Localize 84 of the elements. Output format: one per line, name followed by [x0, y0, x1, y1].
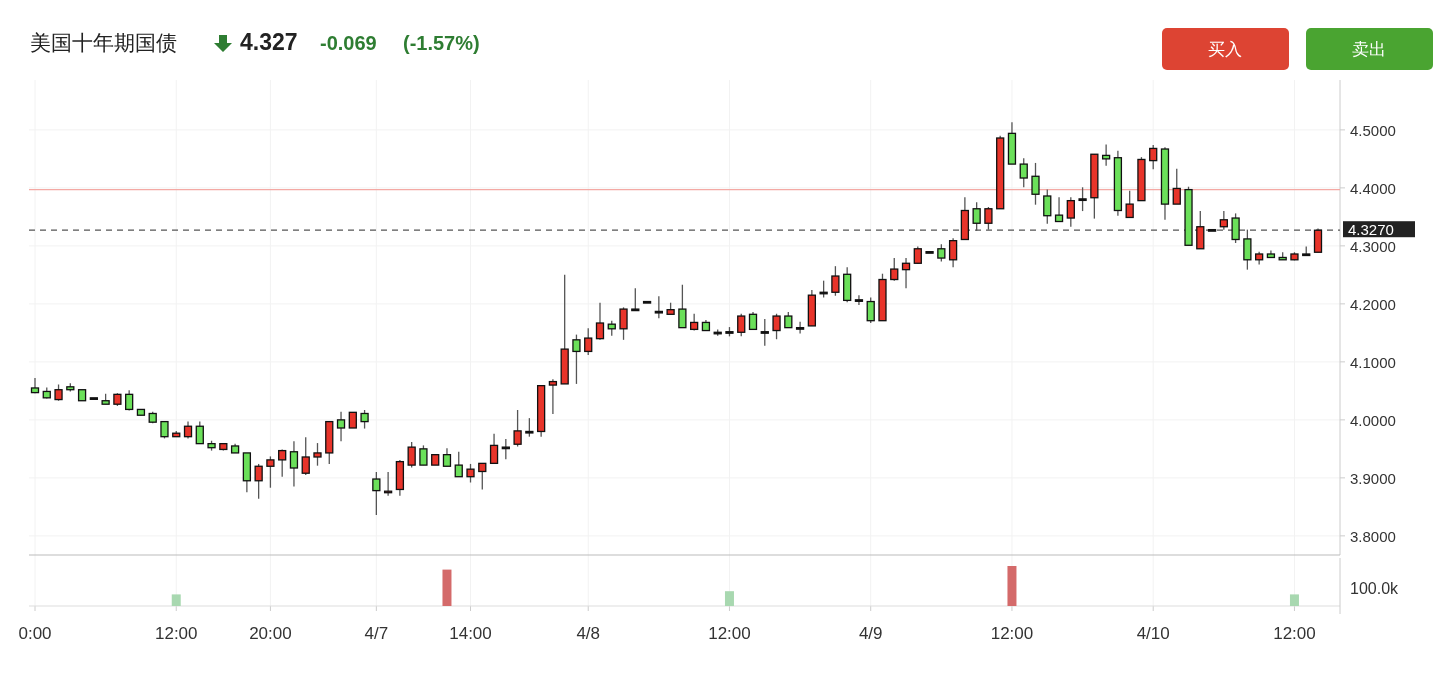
candlestick	[466, 463, 475, 484]
candlestick	[1054, 196, 1064, 223]
y-tick-label: 4.1000	[1350, 353, 1396, 371]
candlestick	[513, 409, 522, 448]
candlestick	[619, 306, 628, 341]
bar	[724, 591, 734, 606]
text: 卖出	[1352, 40, 1386, 59]
text: -0.069	[320, 32, 377, 54]
candlestick	[831, 265, 840, 297]
candlestick	[1019, 157, 1028, 188]
candlestick	[489, 433, 499, 465]
candlestick	[890, 257, 899, 282]
chart-title: 美国十年期国债	[30, 31, 177, 54]
candlestick	[1043, 188, 1052, 225]
candlestick	[195, 420, 204, 445]
candlestick	[1172, 168, 1181, 205]
candlestick	[548, 378, 558, 415]
candlestick	[501, 438, 510, 460]
candlestick	[336, 411, 346, 442]
candlestick	[654, 295, 663, 320]
candlestick	[901, 257, 911, 289]
candlestick	[737, 313, 746, 337]
x-tick-label: 12:00	[990, 624, 1034, 643]
x-tick-label: 14:00	[449, 624, 492, 643]
candlestick	[1313, 227, 1323, 253]
bar	[1007, 566, 1017, 606]
candlestick	[525, 417, 534, 438]
y-tick-label: 3.9000	[1350, 469, 1396, 487]
text: 4.327	[240, 29, 298, 55]
x-tick-label: 4/8	[576, 624, 601, 643]
text: 100.0k	[1350, 580, 1400, 597]
candlestick	[1031, 162, 1040, 206]
candlestick	[760, 318, 769, 347]
candlestick	[372, 471, 381, 516]
candlestick	[407, 441, 416, 469]
x-tick-label: 4/10	[1136, 624, 1170, 643]
y-tick-label: 4.3000	[1350, 237, 1396, 255]
candlestick	[301, 436, 310, 476]
y-tick-label: 3.8000	[1350, 527, 1396, 545]
candlestick	[30, 377, 40, 394]
y-tick-label: 4.4000	[1350, 179, 1396, 197]
bar	[442, 569, 452, 606]
candlestick	[795, 321, 805, 335]
x-tick-label: 12:00	[1273, 624, 1316, 643]
candlestick	[278, 448, 287, 478]
text: (-1.57%)	[403, 32, 480, 54]
y-tick-label: 4.0000	[1350, 411, 1396, 429]
candlestick	[419, 444, 428, 466]
candlestick	[254, 463, 263, 500]
candlestick	[454, 451, 463, 478]
candlestick	[866, 296, 875, 324]
candlestick	[360, 409, 369, 430]
ref-line-label: 4.3270	[1348, 221, 1394, 239]
candlestick	[595, 302, 605, 341]
candlestick	[313, 442, 322, 467]
text: 买入	[1208, 40, 1242, 59]
candlestick	[584, 327, 593, 356]
x-tick-label: 0:00	[18, 624, 52, 643]
x-tick-label: 4/9	[858, 624, 883, 643]
candlestick	[631, 287, 640, 312]
candlestick	[678, 284, 687, 329]
x-tick-label: 12:00	[154, 624, 198, 643]
x-tick-label: 20:00	[249, 624, 292, 643]
candlestick	[772, 313, 781, 340]
candlestick	[1125, 190, 1134, 219]
candlestick	[1078, 186, 1087, 212]
candlestick	[1149, 144, 1158, 170]
candlestick	[1101, 143, 1111, 167]
bar	[1289, 594, 1299, 606]
candlestick	[289, 440, 299, 488]
candlestick	[1243, 228, 1252, 271]
candlestick	[854, 294, 864, 306]
x-tick-label: 4/7	[364, 624, 389, 643]
candlestick	[1066, 196, 1075, 228]
bar	[171, 594, 181, 606]
candlestick	[572, 333, 581, 385]
candlestick	[478, 462, 487, 491]
candlestick	[948, 237, 958, 268]
candlestick	[266, 455, 275, 489]
candlestick	[1219, 210, 1228, 231]
y-tick-label: 4.5000	[1350, 121, 1396, 139]
y-tick-label: 4.2000	[1350, 295, 1396, 313]
candlestick	[125, 389, 134, 412]
x-tick-label: 12:00	[708, 624, 751, 643]
